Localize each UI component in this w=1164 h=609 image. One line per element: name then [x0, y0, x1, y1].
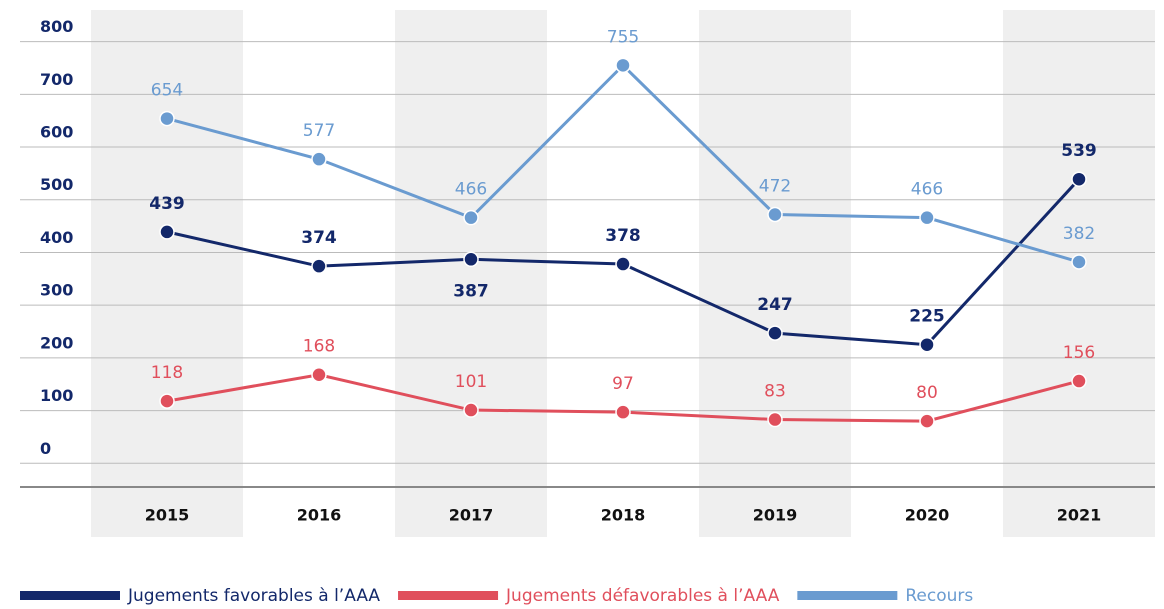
- data-point: [1071, 254, 1087, 270]
- x-tick-label: 2018: [601, 506, 646, 525]
- data-label: 118: [151, 363, 183, 383]
- data-label: 382: [1063, 224, 1095, 244]
- data-point: [919, 413, 935, 429]
- data-point: [311, 366, 327, 383]
- legend-swatch: [398, 591, 499, 600]
- data-point: [463, 251, 479, 268]
- data-label: 168: [303, 337, 335, 357]
- data-point: [311, 151, 327, 167]
- column-band: [699, 10, 851, 537]
- data-point: [919, 336, 935, 353]
- data-point: [615, 256, 631, 272]
- column-band: [395, 10, 547, 537]
- column-band: [91, 10, 243, 537]
- y-tick-label: 600: [40, 123, 73, 142]
- data-point: [159, 224, 175, 240]
- data-label: 225: [909, 307, 945, 327]
- y-tick-label: 200: [40, 333, 73, 352]
- data-point: [615, 57, 631, 74]
- x-tick-label: 2019: [753, 506, 798, 525]
- data-point: [767, 206, 783, 223]
- data-point: [311, 258, 327, 274]
- data-label: 539: [1061, 141, 1097, 161]
- data-label: 466: [911, 180, 943, 200]
- data-label: 654: [151, 81, 183, 101]
- data-label: 439: [149, 194, 185, 214]
- legend-label: Jugements défavorables à l’AAA: [505, 586, 780, 606]
- y-tick-label: 700: [40, 70, 73, 89]
- y-tick-label: 100: [40, 386, 73, 405]
- data-label: 374: [301, 228, 337, 248]
- data-point: [767, 325, 783, 341]
- y-tick-label: 0: [40, 439, 51, 458]
- x-tick-label: 2021: [1057, 506, 1102, 525]
- x-tick-label: 2015: [145, 506, 190, 525]
- data-point: [615, 404, 631, 420]
- data-label: 83: [764, 382, 786, 402]
- y-tick-label: 500: [40, 175, 73, 194]
- data-label: 247: [757, 295, 793, 315]
- data-point: [463, 402, 479, 418]
- data-point: [919, 209, 935, 226]
- y-tick-label: 800: [40, 17, 73, 36]
- legend-label: Recours: [905, 586, 973, 606]
- data-label: 577: [303, 121, 335, 141]
- data-label: 378: [605, 226, 641, 246]
- data-point: [1071, 171, 1087, 187]
- legend-label: Jugements favorables à l’AAA: [127, 586, 380, 606]
- legend-swatch: [797, 591, 898, 600]
- data-label: 472: [759, 177, 791, 197]
- x-tick-label: 2016: [297, 506, 342, 525]
- data-label: 80: [916, 383, 938, 403]
- data-point: [463, 209, 479, 226]
- data-label: 755: [607, 27, 639, 47]
- data-label: 156: [1063, 343, 1095, 363]
- data-label: 101: [455, 372, 487, 392]
- data-label: 387: [453, 281, 489, 301]
- y-tick-label: 400: [40, 228, 73, 247]
- data-point: [159, 393, 175, 409]
- data-point: [159, 110, 175, 127]
- data-label: 466: [455, 180, 487, 200]
- legend-swatch: [20, 591, 120, 600]
- data-point: [1071, 373, 1087, 389]
- column-band: [1003, 10, 1155, 537]
- data-label: 97: [612, 374, 634, 394]
- data-point: [767, 411, 783, 428]
- y-tick-label: 300: [40, 281, 73, 300]
- x-tick-label: 2020: [905, 506, 950, 525]
- x-tick-label: 2017: [449, 506, 494, 525]
